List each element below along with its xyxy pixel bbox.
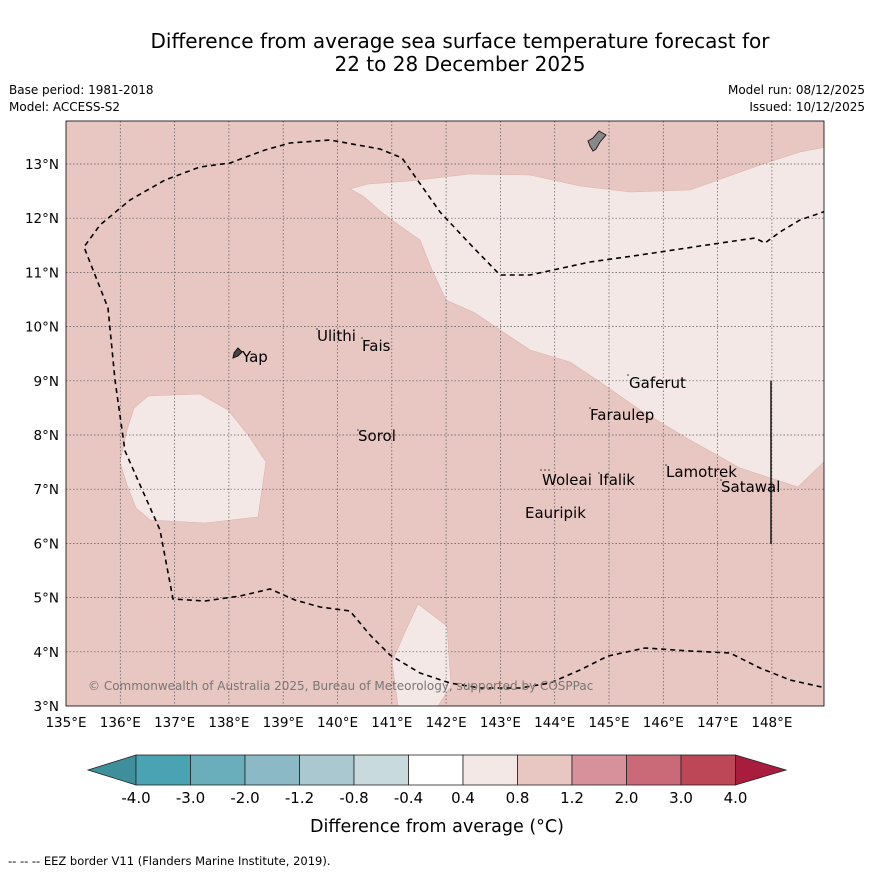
colorbar-tick-label: 3.0 [669,789,693,807]
place-label-ifalik: Ifalik [599,471,635,489]
colorbar [86,754,788,786]
colorbar-tick-label: 0.8 [506,789,530,807]
lat-tick-label: 11°N [25,265,59,281]
colorbar-bin [517,754,573,786]
lat-tick-label: 8°N [34,428,59,444]
colorbar-bin [462,754,518,786]
latitude-axis: 3°N 4°N 5°N 6°N 7°N 8°N 9°N 10°N 11°N 12°N 13°N [25,157,59,715]
place-label-lamotrek: Lamotrek [666,463,737,481]
lon-tick-label: 135°E [45,715,86,731]
colorbar-bin [626,754,682,786]
place-label-fais: Fais [362,337,391,355]
colorbar-tick-label: -0.4 [394,789,423,807]
lon-tick-label: 142°E [426,715,467,731]
colorbar-tick-label: 0.4 [451,789,475,807]
lat-tick-label: 7°N [34,482,59,498]
colorbar-bin [571,754,627,786]
place-label-sorol: Sorol [358,427,396,445]
anomaly-region-0.4-0.8-south [391,603,452,706]
lat-tick-label: 13°N [25,157,59,173]
colorbar-tick-label: 2.0 [615,789,639,807]
base-period: Base period: 1981-2018 [9,83,154,97]
colorbar-bin [680,754,736,786]
colorbar-bin [408,754,464,786]
issued-date: Issued: 10/12/2025 [749,100,865,114]
colorbar-tick-label: -3.0 [176,789,205,807]
lat-tick-label: 10°N [25,320,59,336]
colorbar-tick-label: -4.0 [121,789,150,807]
colorbar-tick-label: -0.8 [339,789,368,807]
lon-tick-label: 138°E [208,715,249,731]
map-frame [65,120,825,707]
lon-tick-label: 141°E [371,715,412,731]
place-label-ulithi: Ulithi [317,327,356,345]
lon-tick-label: 136°E [100,715,141,731]
lon-tick-label: 137°E [154,715,195,731]
lat-tick-label: 9°N [34,374,59,390]
colorbar-bin [244,754,300,786]
eez-border [83,139,824,689]
lat-tick-label: 5°N [34,591,59,607]
place-label-faraulep: Faraulep [590,406,654,424]
yap-island [232,347,243,359]
colorbar-extend-low [86,754,137,786]
map-copyright: © Commonwealth of Australia 2025, Bureau… [88,679,593,693]
place-label-yap: Yap [241,348,268,366]
lon-tick-label: 146°E [643,715,684,731]
eez-legend-note: -- -- -- EEZ border V11 (Flanders Marine… [8,854,331,868]
guam-island [587,130,607,152]
lat-tick-label: 4°N [34,645,59,661]
place-label-woleai: Woleai [542,471,592,489]
longitude-axis: 135°E 136°E 137°E 138°E 139°E 140°E 141°E 142°E… [45,715,792,731]
colorbar-tick-label: -2.0 [230,789,259,807]
colorbar-extend-high [735,754,788,786]
model-name: Model: ACCESS-S2 [9,100,121,114]
colorbar-bin [299,754,355,786]
colorbar-bin [353,754,409,786]
colorbar-tick-label: 4.0 [724,789,748,807]
title-line-1: Difference from average sea surface temp… [150,29,770,53]
lon-tick-label: 144°E [534,715,575,731]
lat-tick-label: 12°N [25,211,59,227]
colorbar-bin [135,754,191,786]
lon-tick-label: 143°E [480,715,521,731]
lon-tick-label: 147°E [697,715,738,731]
lat-tick-label: 3°N [34,699,59,715]
lon-tick-label: 139°E [263,715,304,731]
colorbar-bin [190,754,246,786]
map-grid [66,121,824,706]
lon-tick-label: 145°E [588,715,629,731]
colorbar-tick-label: -1.2 [285,789,314,807]
lon-tick-label: 140°E [317,715,358,731]
place-label-gaferut: Gaferut [629,374,686,392]
model-run: Model run: 08/12/2025 [727,83,865,97]
lat-tick-label: 6°N [34,536,59,552]
place-label-eauripik: Eauripik [525,504,586,522]
colorbar-tick-labels: -4.0 -3.0 -2.0 -1.2 -0.8 -0.4 0.4 0.8 1.2 2.0 3.0 4… [121,789,747,807]
place-label-satawal: Satawal [721,478,780,496]
title-line-2: 22 to 28 December 2025 [334,52,586,76]
colorbar-title: Difference from average (°C) [310,817,564,837]
colorbar-tick-label: 1.2 [560,789,584,807]
lon-tick-label: 148°E [751,715,792,731]
